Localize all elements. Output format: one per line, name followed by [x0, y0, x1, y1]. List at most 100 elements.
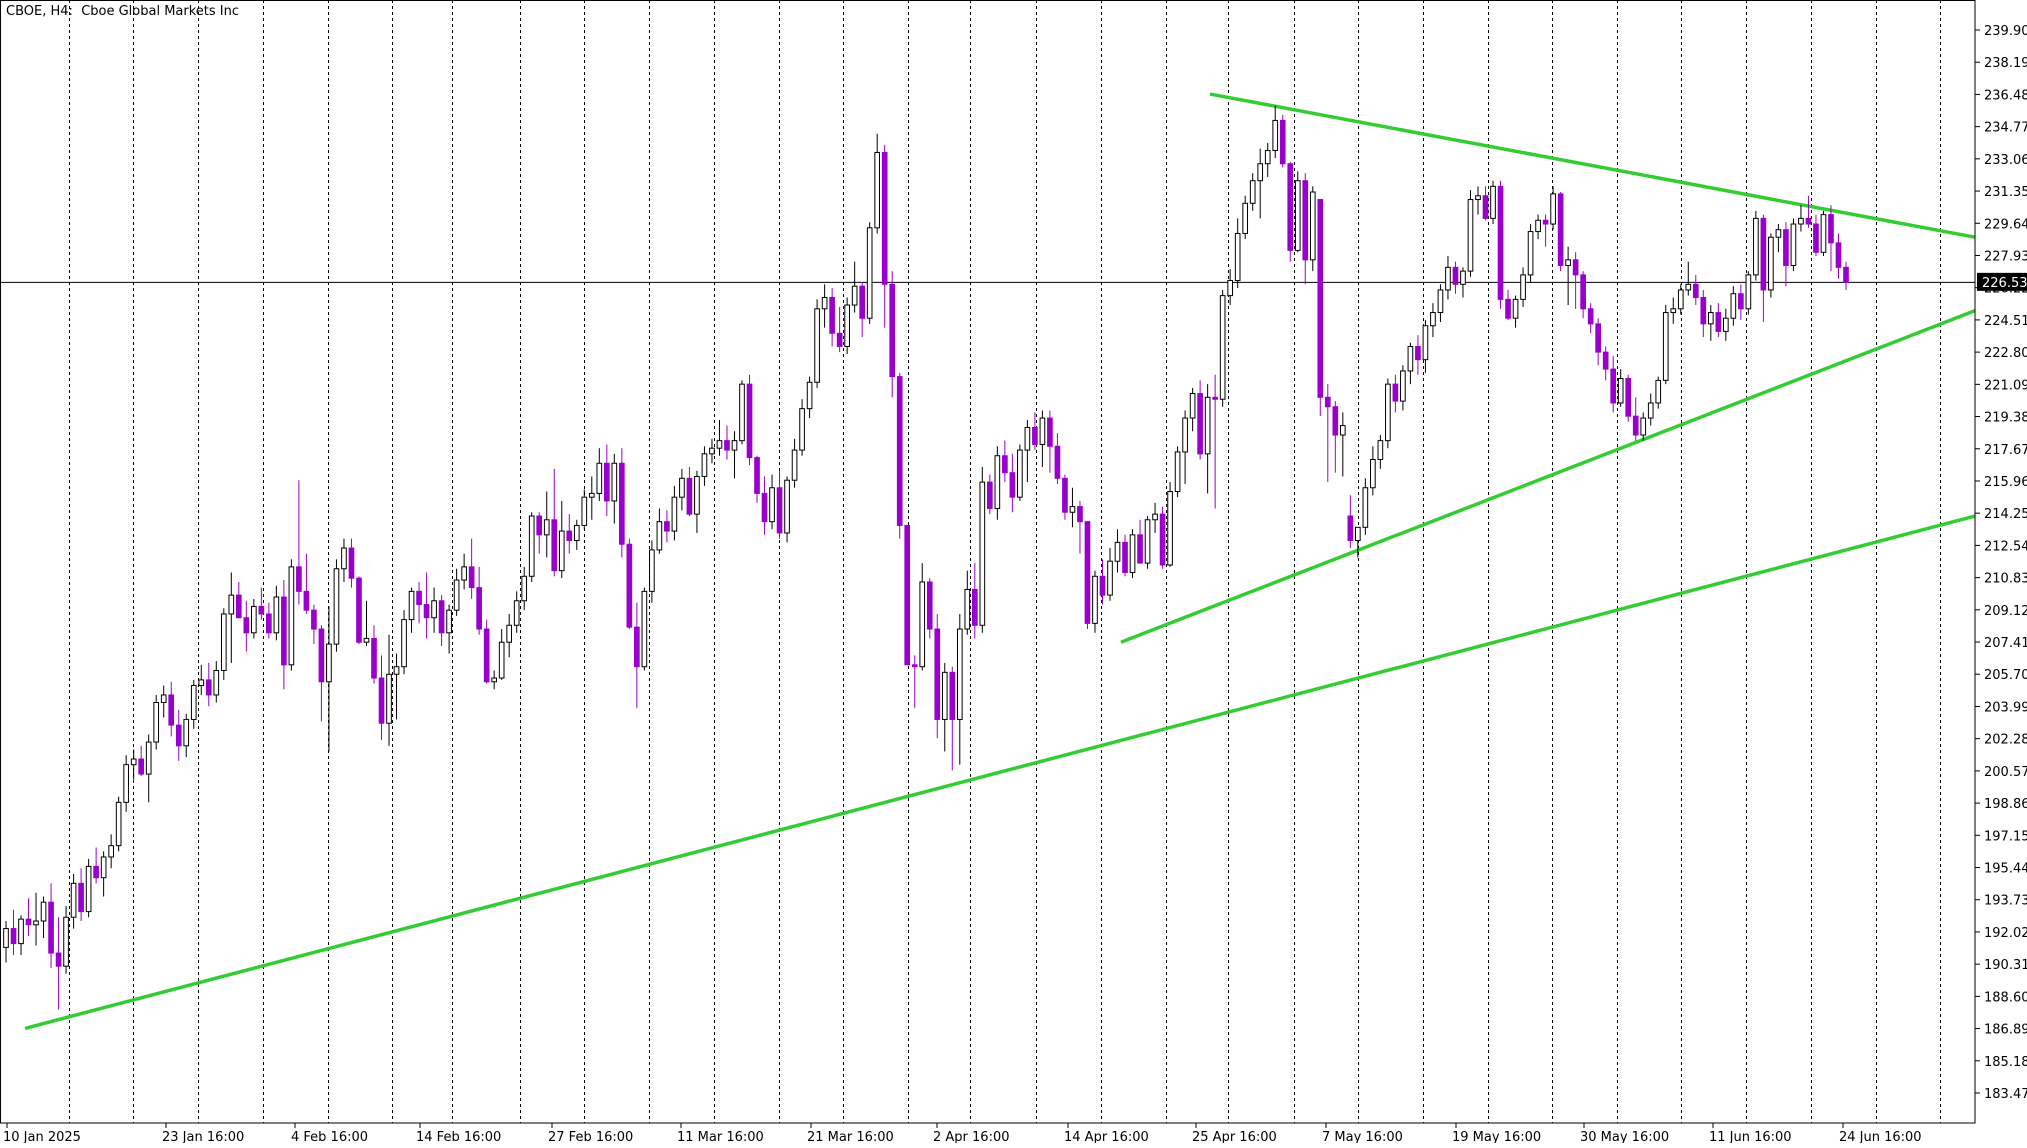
- y-tick-label: 214.25: [1984, 507, 2027, 522]
- candle: [1054, 433, 1061, 484]
- candle: [281, 580, 287, 690]
- candle: [1422, 320, 1429, 373]
- candle: [513, 591, 520, 633]
- candle: [1114, 529, 1121, 573]
- candle: [1294, 171, 1301, 253]
- candle: [896, 372, 903, 539]
- candle: [1550, 186, 1556, 230]
- candle: [1189, 387, 1196, 432]
- candle: [1077, 500, 1083, 554]
- y-tick-label: 195.44: [1984, 862, 2027, 877]
- candle: [671, 485, 678, 541]
- candle: [1152, 502, 1158, 533]
- y-tick-label: 209.12: [1984, 604, 2027, 619]
- candle: [701, 446, 708, 486]
- candle: [1835, 233, 1842, 279]
- chart-title: CBOE, H4: Cboe Global Markets Inc: [6, 4, 240, 19]
- candle: [1692, 274, 1699, 306]
- candle: [40, 896, 47, 938]
- candle: [776, 470, 783, 539]
- candle: [363, 600, 370, 646]
- candle: [1520, 267, 1526, 307]
- x-tick-label: 4 Feb 16:00: [291, 1130, 368, 1143]
- candle: [1385, 378, 1391, 449]
- x-tick-label: 11 Mar 16:00: [677, 1130, 764, 1143]
- candle: [1580, 271, 1586, 319]
- candle: [1572, 252, 1579, 309]
- candle: [1032, 412, 1038, 451]
- candle: [251, 598, 257, 639]
- candle: [423, 572, 430, 639]
- candle: [348, 538, 355, 588]
- candle: [1347, 495, 1354, 549]
- candle: [1700, 289, 1707, 338]
- candle: [716, 419, 723, 456]
- candle: [205, 662, 212, 707]
- candle: [1805, 195, 1812, 228]
- candle: [498, 629, 505, 680]
- candle: [1775, 224, 1782, 253]
- candle: [408, 587, 415, 633]
- candle: [1355, 526, 1361, 558]
- candle: [926, 578, 933, 639]
- candle: [1362, 478, 1369, 535]
- x-tick-label: 2 Apr 16:00: [933, 1130, 1010, 1143]
- trendline[interactable]: [1209, 92, 1976, 239]
- symbol-label: CBOE: [6, 4, 43, 19]
- candle: [461, 553, 467, 590]
- candle: [1723, 308, 1729, 341]
- y-tick-label: 193.73: [1984, 894, 2027, 909]
- trendline[interactable]: [1120, 309, 1976, 644]
- candle: [258, 587, 265, 620]
- candle: [1685, 261, 1692, 296]
- candle: [303, 553, 310, 614]
- candle: [1377, 435, 1384, 469]
- candle: [1475, 186, 1481, 215]
- candle: [573, 519, 580, 550]
- candle: [1565, 246, 1571, 306]
- candle: [1407, 342, 1414, 385]
- candle: [746, 374, 753, 466]
- candle: [1039, 410, 1046, 468]
- candle: [1670, 297, 1677, 324]
- candle: [769, 474, 775, 530]
- candle: [10, 909, 17, 955]
- candle: [1212, 374, 1218, 509]
- x-tick-label: 25 Apr 16:00: [1192, 1130, 1277, 1143]
- company-label: Cboe Global Markets Inc: [81, 4, 240, 19]
- candle: [521, 566, 528, 611]
- candle: [333, 559, 340, 652]
- trendline[interactable]: [24, 514, 1976, 1031]
- y-tick-label: 215.96: [1984, 475, 2027, 490]
- candle: [235, 581, 242, 619]
- candle: [1662, 305, 1669, 385]
- candle: [1610, 355, 1617, 413]
- candle: [33, 892, 39, 946]
- candle: [115, 796, 122, 852]
- y-tick-label: 210.83: [1984, 572, 2027, 587]
- candle: [483, 619, 490, 684]
- candle: [1099, 559, 1106, 605]
- candle: [1527, 224, 1534, 283]
- candle: [1505, 289, 1511, 321]
- candle: [1159, 506, 1166, 569]
- candle: [378, 655, 385, 741]
- y-tick-label: 236.48: [1984, 88, 2027, 103]
- y-tick-label: 190.31: [1984, 958, 2027, 973]
- x-tick-label: 10 Jan 2025: [3, 1130, 81, 1143]
- candle: [739, 380, 745, 445]
- candle: [1392, 374, 1399, 413]
- candle: [731, 431, 738, 479]
- candle: [829, 288, 835, 347]
- candle: [1144, 516, 1151, 569]
- candle: [791, 438, 798, 488]
- candle: [296, 480, 302, 605]
- candle: [168, 681, 175, 737]
- candle: [754, 455, 760, 503]
- y-tick-label: 192.02: [1984, 926, 2027, 941]
- candle: [799, 399, 805, 456]
- candle: [1798, 205, 1804, 232]
- candle: [709, 438, 715, 464]
